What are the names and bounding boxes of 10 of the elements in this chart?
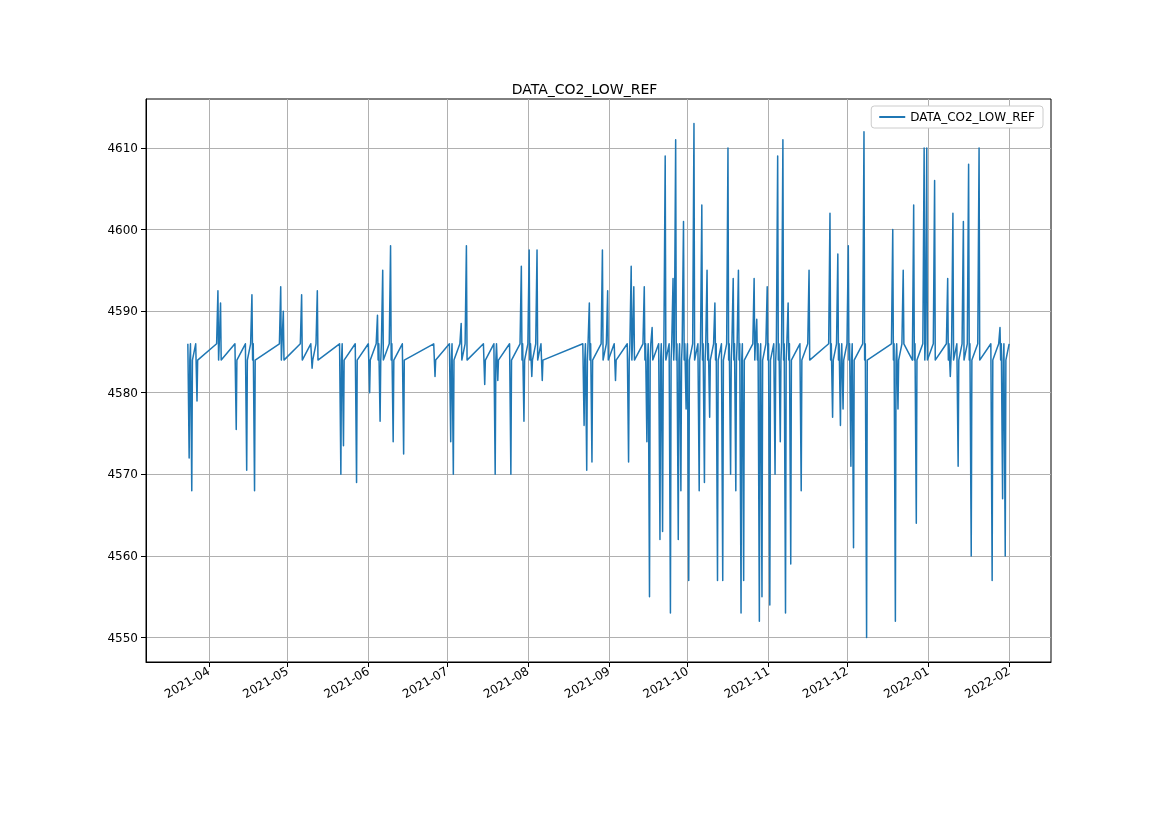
y-tick-label: 4550 <box>107 630 138 645</box>
y-tick-label: 4570 <box>107 467 138 482</box>
line-series <box>187 122 1010 639</box>
legend-label: DATA_CO2_LOW_REF <box>910 110 1036 124</box>
chart-title: DATA_CO2_LOW_REF <box>511 81 658 97</box>
y-tick-label: 4580 <box>107 385 138 400</box>
y-tick-label: 4600 <box>107 222 138 237</box>
y-tick-label: 4610 <box>107 140 138 155</box>
y-tick-label: 4590 <box>107 304 138 319</box>
y-tick-label: 4560 <box>107 548 138 563</box>
